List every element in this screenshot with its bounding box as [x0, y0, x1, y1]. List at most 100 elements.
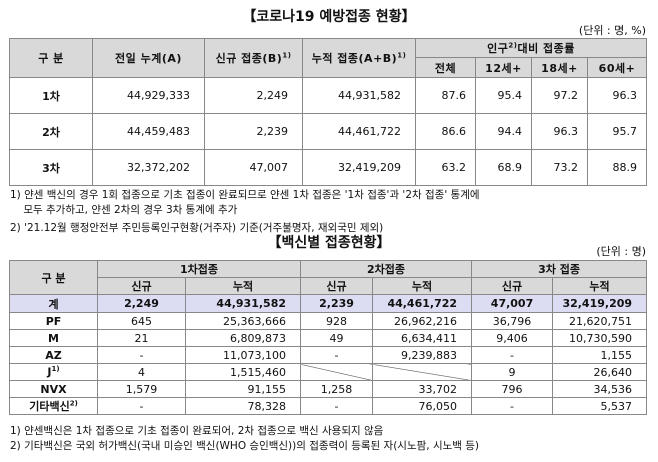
cell: 2,239: [300, 294, 374, 313]
cell: 91,155: [184, 380, 302, 398]
cell: 796: [471, 380, 554, 398]
row-label: 2차: [9, 113, 93, 150]
cell: 21: [97, 329, 186, 347]
cell: 47,007: [471, 294, 554, 313]
cell-rate: 63.2: [415, 149, 476, 186]
cell: 1,515,460: [184, 363, 302, 381]
cell-rate: 68.9: [475, 149, 532, 186]
header-category: 구 분: [9, 38, 93, 78]
footnote: 1) 얀센 백신의 경우 1회 접종으로 기초 접종이 완료되므로 얀센 1차 …: [10, 189, 480, 201]
header-cum: 누적: [372, 277, 473, 295]
cell: 34,536: [552, 380, 648, 398]
header-rate-60: 60세+: [586, 57, 648, 78]
cell: 76,050: [372, 397, 473, 415]
footnote: 모두 추가하고, 얀센 2차의 경우 3차 통계에 추가: [10, 204, 238, 216]
cell-not-applicable: [300, 363, 374, 381]
cell: 6,809,873: [184, 329, 302, 347]
row-label: NVX: [9, 380, 98, 398]
cell-cum: 32,419,209: [302, 149, 416, 186]
table-row: M 21 6,809,873 49 6,634,411 9,406 10,730…: [9, 329, 648, 347]
header-new: 신규: [97, 277, 186, 295]
cell: 32,419,209: [552, 294, 648, 313]
table-row: 1차 44,929,333 2,249 44,931,582 87.6 95.4…: [9, 77, 648, 114]
cell-new: 2,239: [204, 113, 303, 150]
cell-rate: 96.3: [586, 77, 648, 114]
header-category: 구 분: [9, 260, 98, 295]
header-dose2: 2차접종: [300, 260, 473, 278]
cell-new: 47,007: [204, 149, 303, 186]
cell: 26,640: [552, 363, 648, 381]
table-row: NVX 1,579 91,155 1,258 33,702 796 34,536: [9, 380, 648, 398]
cell: 5,537: [552, 397, 648, 415]
cell: 11,073,100: [184, 346, 302, 364]
cell-rate: 87.6: [415, 77, 476, 114]
header-dose1: 1차접종: [96, 260, 302, 278]
table-row: 3차 32,372,202 47,007 32,419,209 63.2 68.…: [9, 149, 648, 186]
cell-rate: 96.3: [531, 113, 588, 150]
table-row: AZ - 11,073,100 - 9,239,883 - 1,155: [9, 346, 648, 364]
cell: -: [300, 397, 374, 415]
cell-rate: 73.2: [531, 149, 588, 186]
table-row: J1) 4 1,515,460 9 26,640: [9, 363, 648, 381]
cell-cum: 44,931,582: [302, 77, 416, 114]
cell: 36,796: [471, 312, 554, 330]
cell-new: 2,249: [204, 77, 303, 114]
cell-not-applicable: [372, 363, 473, 381]
cell: 33,702: [372, 380, 473, 398]
cell: -: [300, 346, 374, 364]
cell: 26,962,216: [372, 312, 473, 330]
vaccination-status-table: 구 분 전일 누계(A) 신규 접종(B)1) 누적 접종(A+B)1) 인구2…: [9, 38, 648, 186]
cell: -: [97, 397, 186, 415]
header-rate-all: 전체: [415, 57, 476, 78]
row-label: 계: [9, 294, 98, 313]
cell-rate: 97.2: [531, 77, 588, 114]
cell: 49: [300, 329, 374, 347]
cell: 9,406: [471, 329, 554, 347]
table-row: 2차 44,459,483 2,239 44,461,722 86.6 94.4…: [9, 113, 648, 150]
cell: 44,931,582: [184, 294, 302, 313]
header-rate-12: 12세+: [475, 57, 532, 78]
header-new: 신규 접종(B)1): [204, 38, 303, 78]
cell: 21,620,751: [552, 312, 648, 330]
header-rate-18: 18세+: [531, 57, 588, 78]
row-label: 1차: [9, 77, 93, 114]
cell-rate: 86.6: [415, 113, 476, 150]
unit-label-1: (단위 : 명, %): [578, 24, 646, 37]
header-new: 신규: [471, 277, 554, 295]
cell-rate: 95.7: [586, 113, 648, 150]
footnotes-1: 1) 얀센 백신의 경우 1회 접종으로 기초 접종이 완료되므로 얀센 1차 …: [10, 188, 480, 236]
vaccination-status-title: 【코로나19 예방접종 현황】: [242, 9, 416, 25]
vaccine-type-title: 【백신별 접종현황】: [267, 235, 391, 251]
table-row: PF 645 25,363,666 928 26,962,216 36,796 …: [9, 312, 648, 330]
cell: 928: [300, 312, 374, 330]
cell: 1,155: [552, 346, 648, 364]
header-rate-group: 인구2)대비 접종률: [414, 38, 648, 58]
row-label: M: [9, 329, 98, 347]
cell-rate: 95.4: [475, 77, 532, 114]
cell: 9: [471, 363, 554, 381]
vaccine-type-table: 구 분 1차접종 2차접종 3차 접종 신규 누적 신규 누적 신규 누적 계 …: [9, 260, 648, 415]
row-label: J1): [9, 363, 98, 381]
cell: -: [97, 346, 186, 364]
row-label: AZ: [9, 346, 98, 364]
cell: 10,730,590: [552, 329, 648, 347]
cell: 2,249: [97, 294, 186, 313]
cell-prev: 44,929,333: [92, 77, 205, 114]
table-row-total: 계 2,249 44,931,582 2,239 44,461,722 47,0…: [9, 294, 648, 313]
cell-rate: 88.9: [586, 149, 648, 186]
footnotes-2: 1) 얀센백신은 1차 접종으로 기초 접종이 완료되어, 2차 접종으로 백신…: [10, 424, 479, 454]
cell: 645: [97, 312, 186, 330]
header-dose3: 3차 접종: [471, 260, 648, 278]
cell-rate: 94.4: [475, 113, 532, 150]
cell: 1,258: [300, 380, 374, 398]
cell: -: [471, 397, 554, 415]
cell: 9,239,883: [372, 346, 473, 364]
header-prev-total: 전일 누계(A): [92, 38, 205, 78]
header-cum: 누적: [552, 277, 648, 295]
footnote: 2) '21.12월 행정안전부 주민등록인구현황(거주자) 기준(거주불명자,…: [10, 222, 384, 234]
footnote: 1) 얀센백신은 1차 접종으로 기초 접종이 완료되어, 2차 접종으로 백신…: [10, 425, 384, 437]
table-row: 기타백신2) - 78,328 - 76,050 - 5,537: [9, 397, 648, 415]
cell: 78,328: [184, 397, 302, 415]
unit-label-2: (단위 : 명): [596, 245, 646, 258]
footnote: 2) 기타백신은 국외 허가백신(국내 미승인 백신(WHO 승인백신))의 접…: [10, 440, 480, 452]
